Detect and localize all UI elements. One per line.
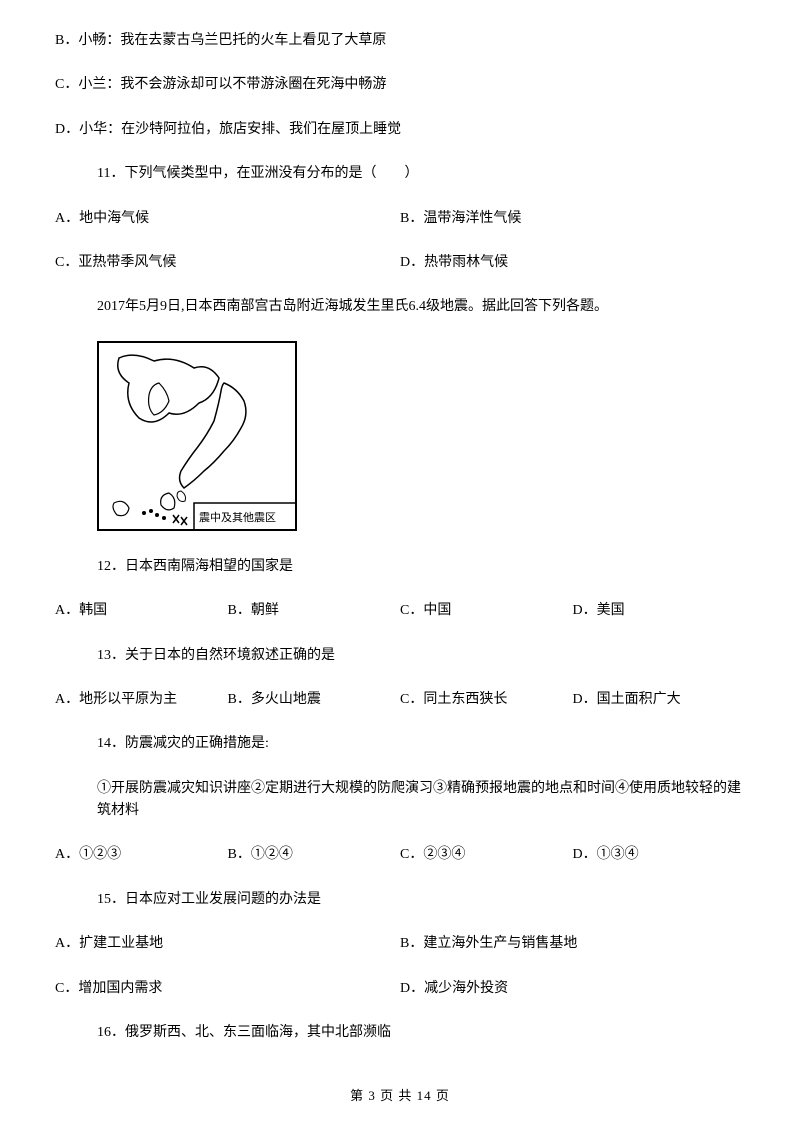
option-b: B．小畅：我在去蒙古乌兰巴托的火车上看见了大草原 [55, 30, 745, 52]
q11-option-c: C．亚热带季风气候 [55, 252, 400, 274]
q15-option-b: B．建立海外生产与销售基地 [400, 933, 745, 955]
q12-option-d: D．美国 [573, 600, 746, 622]
q15-option-d: D．减少海外投资 [400, 978, 745, 1000]
option-c: C．小兰：我不会游泳却可以不带游泳圈在死海中畅游 [55, 74, 745, 96]
question-12: 12．日本西南隔海相望的国家是 [55, 556, 745, 578]
question-14: 14．防震减灾的正确措施是: [55, 733, 745, 755]
q11-option-b: B．温带海洋性气候 [400, 208, 745, 230]
question-11: 11．下列气候类型中，在亚洲没有分布的是（ ） [55, 163, 745, 185]
map-figure: 震中及其他震区 [97, 341, 745, 531]
q12-option-c: C．中国 [400, 600, 573, 622]
q12-option-a: A．韩国 [55, 600, 228, 622]
map-svg: 震中及其他震区 [99, 343, 297, 531]
map-label-text: 震中及其他震区 [199, 511, 276, 524]
question-15: 15．日本应对工业发展问题的办法是 [55, 889, 745, 911]
q15-option-a: A．扩建工业基地 [55, 933, 400, 955]
question-13: 13．关于日本的自然环境叙述正确的是 [55, 645, 745, 667]
question-16: 16．俄罗斯西、北、东三面临海，其中北部濒临 [55, 1022, 745, 1044]
q14-option-b: B．①②④ [228, 844, 401, 866]
q15-option-c: C．增加国内需求 [55, 978, 400, 1000]
option-d: D．小华：在沙特阿拉伯，旅店安排、我们在屋顶上睡觉 [55, 119, 745, 141]
q13-option-a: A．地形以平原为主 [55, 689, 228, 711]
q11-option-a: A．地中海气候 [55, 208, 400, 230]
q14-option-a: A．①②③ [55, 844, 228, 866]
q13-option-b: B．多火山地震 [228, 689, 401, 711]
q13-option-c: C．同土东西狭长 [400, 689, 573, 711]
q14-option-d: D．①③④ [573, 844, 746, 866]
q14-option-c: C．②③④ [400, 844, 573, 866]
context-paragraph: 2017年5月9日,日本西南部宫古岛附近海城发生里氏6.4级地震。据此回答下列各… [55, 296, 745, 318]
question-14-sub: ①开展防震减灾知识讲座②定期进行大规模的防爬演习③精确预报地震的地点和时间④使用… [55, 778, 745, 823]
page-footer: 第 3 页 共 14 页 [0, 1086, 800, 1107]
q11-option-d: D．热带雨林气候 [400, 252, 745, 274]
q13-option-d: D．国土面积广大 [573, 689, 746, 711]
q12-option-b: B．朝鲜 [228, 600, 401, 622]
